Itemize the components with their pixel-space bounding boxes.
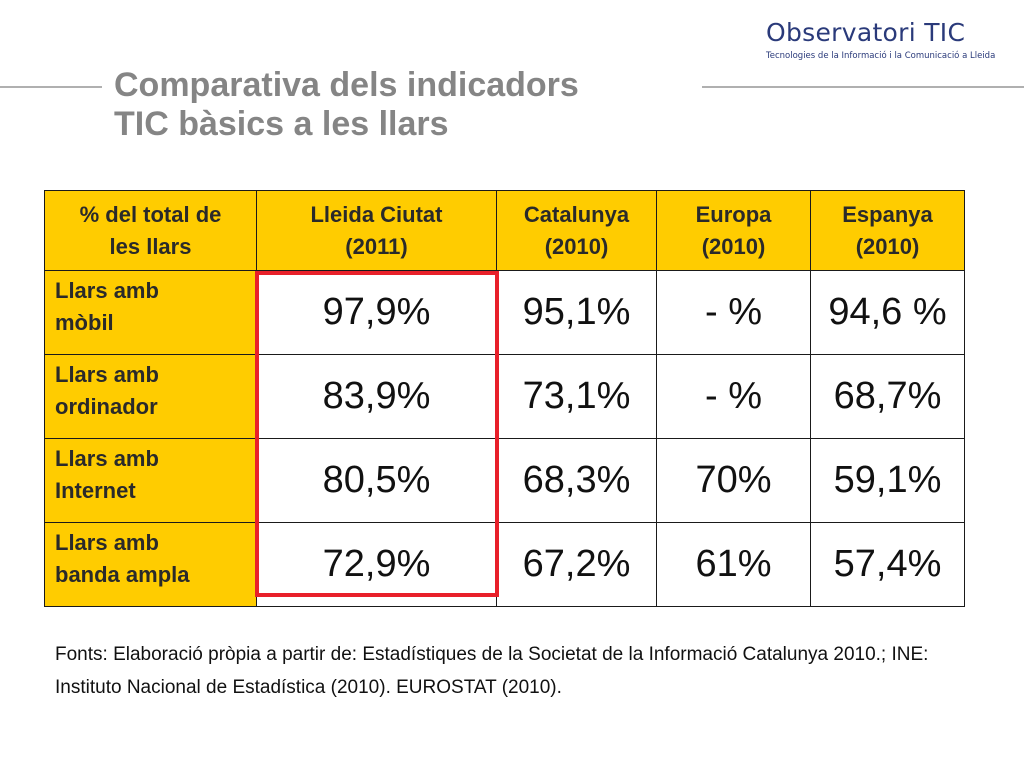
header-text: Catalunya <box>523 201 630 227</box>
header-cell-indicator: % del total de les llars <box>44 190 257 271</box>
table-row: Llars amb ordinador 83,9% 73,1% - % 68,7… <box>44 354 965 439</box>
header-text: Lleida Ciutat <box>310 201 443 227</box>
value-cell: - % <box>656 354 811 439</box>
header-text: (2010) <box>544 233 609 259</box>
logo-tagline: Tecnologies de la Informació i la Comuni… <box>766 51 996 61</box>
value-cell: 95,1% <box>496 270 657 355</box>
page-title: Comparativa dels indicadors TIC bàsics a… <box>114 66 714 144</box>
header-text: (2010) <box>701 233 766 259</box>
header-text: % del total de <box>79 201 222 227</box>
value-cell: 72,9% <box>256 522 497 607</box>
header-cell-lleida: Lleida Ciutat (2011) <box>256 190 497 271</box>
title-rule-left <box>0 86 102 88</box>
row-label: Llars amb Internet <box>44 438 257 523</box>
table-row: Llars amb Internet 80,5% 68,3% 70% 59,1% <box>44 438 965 523</box>
row-label-text: banda ampla <box>55 562 190 587</box>
row-label-text: Llars amb <box>55 530 159 555</box>
value-cell: 68,3% <box>496 438 657 523</box>
row-label: Llars amb mòbil <box>44 270 257 355</box>
header-text: (2010) <box>855 233 920 259</box>
indicators-table: % del total de les llars Lleida Ciutat (… <box>44 190 965 607</box>
value-cell: 94,6 % <box>810 270 965 355</box>
value-cell: - % <box>656 270 811 355</box>
page-title-line-2: TIC bàsics a les llars <box>114 105 449 143</box>
row-label-text: Llars amb <box>55 278 159 303</box>
header-cell-espanya: Espanya (2010) <box>810 190 965 271</box>
row-label-text: mòbil <box>55 310 114 335</box>
header-cell-europa: Europa (2010) <box>656 190 811 271</box>
row-label-text: Internet <box>55 478 136 503</box>
sources-note: Fonts: Elaboració pròpia a partir de: Es… <box>55 644 929 698</box>
table-row: Llars amb mòbil 97,9% 95,1% - % 94,6 % <box>44 270 965 355</box>
value-cell: 68,7% <box>810 354 965 439</box>
value-cell: 61% <box>656 522 811 607</box>
header-text: les llars <box>109 233 192 259</box>
header-text: Espanya <box>842 201 933 227</box>
value-cell: 83,9% <box>256 354 497 439</box>
value-cell: 57,4% <box>810 522 965 607</box>
title-rule-right <box>702 86 1024 88</box>
row-label-text: Llars amb <box>55 362 159 387</box>
header-cell-catalunya: Catalunya (2010) <box>496 190 657 271</box>
header-text: Europa <box>695 201 772 227</box>
logo: Observatori TIC Tecnologies de la Inform… <box>766 18 1006 68</box>
row-label-text: ordinador <box>55 394 158 419</box>
header-text: (2011) <box>345 233 408 259</box>
value-cell: 97,9% <box>256 270 497 355</box>
value-cell: 73,1% <box>496 354 657 439</box>
row-label: Llars amb ordinador <box>44 354 257 439</box>
value-cell: 67,2% <box>496 522 657 607</box>
value-cell: 59,1% <box>810 438 965 523</box>
page-title-line-1: Comparativa dels indicadors <box>114 66 579 104</box>
table-header-row: % del total de les llars Lleida Ciutat (… <box>44 190 965 271</box>
value-cell: 80,5% <box>256 438 497 523</box>
row-label-text: Llars amb <box>55 446 159 471</box>
logo-name: Observatori TIC <box>766 18 966 47</box>
row-label: Llars amb banda ampla <box>44 522 257 607</box>
table-row: Llars amb banda ampla 72,9% 67,2% 61% 57… <box>44 522 965 607</box>
value-cell: 70% <box>656 438 811 523</box>
